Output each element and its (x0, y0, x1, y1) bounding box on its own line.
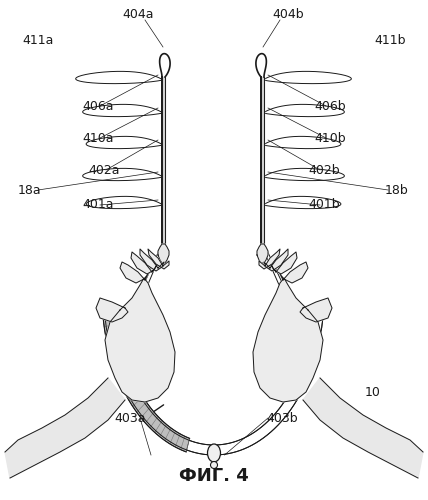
Polygon shape (140, 249, 164, 271)
Ellipse shape (211, 462, 217, 468)
Text: 406b: 406b (315, 100, 346, 112)
Polygon shape (253, 278, 323, 402)
Polygon shape (102, 309, 190, 452)
Text: 401b: 401b (309, 198, 340, 211)
Text: 401a: 401a (82, 198, 113, 211)
Polygon shape (259, 249, 280, 269)
Polygon shape (158, 244, 169, 263)
Polygon shape (261, 77, 264, 255)
Polygon shape (303, 378, 423, 478)
Polygon shape (300, 298, 332, 322)
Text: 411a: 411a (22, 34, 54, 46)
Text: 403b: 403b (266, 412, 298, 424)
Text: 18b: 18b (384, 184, 408, 196)
Text: 411b: 411b (374, 34, 406, 46)
Text: 402a: 402a (88, 164, 119, 176)
Text: 410a: 410a (82, 132, 113, 144)
Polygon shape (280, 262, 308, 283)
Text: 10: 10 (365, 386, 381, 400)
Polygon shape (257, 244, 268, 263)
Text: 18a: 18a (18, 184, 42, 196)
Text: 406a: 406a (82, 100, 113, 112)
Polygon shape (5, 378, 125, 478)
Text: ФИГ. 4: ФИГ. 4 (179, 467, 249, 485)
Polygon shape (271, 252, 297, 274)
Text: 410b: 410b (315, 132, 346, 144)
Text: 404b: 404b (272, 8, 304, 20)
Polygon shape (120, 262, 148, 283)
Polygon shape (96, 298, 128, 322)
Polygon shape (148, 249, 169, 269)
Polygon shape (264, 249, 288, 271)
Text: 402b: 402b (309, 164, 340, 176)
Polygon shape (162, 77, 165, 255)
Polygon shape (105, 278, 175, 402)
Text: 403a: 403a (114, 412, 146, 424)
Ellipse shape (208, 444, 220, 462)
Text: 404a: 404a (122, 8, 154, 20)
Polygon shape (131, 252, 157, 274)
